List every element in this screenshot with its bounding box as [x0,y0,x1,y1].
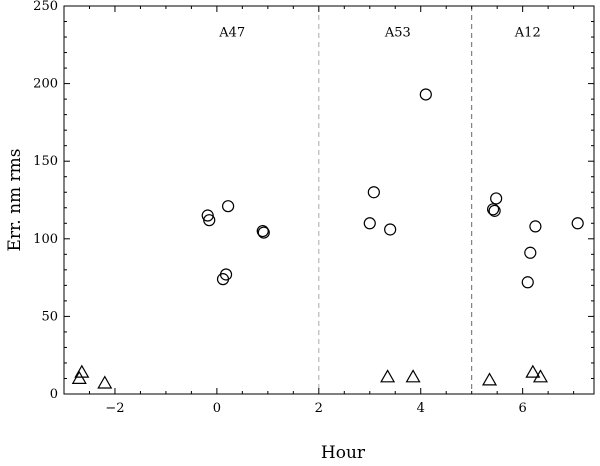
circle-marker [521,276,534,289]
circle-marker [488,204,501,217]
circle-marker [363,217,376,230]
x-tick-label: 2 [315,401,323,416]
axis-tick-labels: −2 0 2 4 6 0 50 100 150 200 250 [33,0,527,416]
triangle-marker [532,369,549,383]
annotation-label: A12 [514,25,541,40]
y-tick-label: 250 [33,0,58,14]
circle-marker [203,214,216,227]
annotation-label: A53 [384,25,411,40]
axis-ticks [63,5,594,395]
circle-marker [221,200,235,213]
x-tick-label: −2 [105,401,124,416]
circle-marker [257,226,270,239]
circle-marker [419,88,432,101]
triangle-marker [97,375,113,389]
y-tick-label: 0 [50,387,58,402]
circle-marker [490,192,503,205]
circle-marker [571,217,584,230]
circle-marker [367,186,380,199]
y-tick-label: 150 [33,154,58,169]
chart-annotations: A47 A53 A12 [218,25,541,40]
data-points [71,88,584,389]
circle-marker [256,224,269,238]
plot-frame [63,5,595,395]
y-axis-title: Err. nm rms [5,148,25,251]
annotation-label: A47 [218,25,245,40]
circle-marker [529,220,542,233]
triangle-marker [405,369,421,383]
triangle-marker [525,364,541,378]
y-tick-label: 100 [33,232,58,247]
x-tick-label: 6 [519,401,527,416]
triangle-marker [481,372,498,386]
circle-marker [384,223,397,236]
y-tick-label: 50 [41,309,58,324]
circle-marker [201,209,214,222]
x-tick-label: 4 [417,401,425,416]
circle-marker [524,246,537,259]
y-tick-label: 200 [33,77,58,92]
triangle-marker [380,369,396,383]
circle-marker [219,268,233,281]
x-axis-title: Hour [321,443,366,463]
x-tick-label: 0 [213,401,221,416]
divider-lines [318,6,473,394]
triangle-marker [74,364,90,378]
circle-marker [486,203,500,216]
plot-border [63,5,595,395]
